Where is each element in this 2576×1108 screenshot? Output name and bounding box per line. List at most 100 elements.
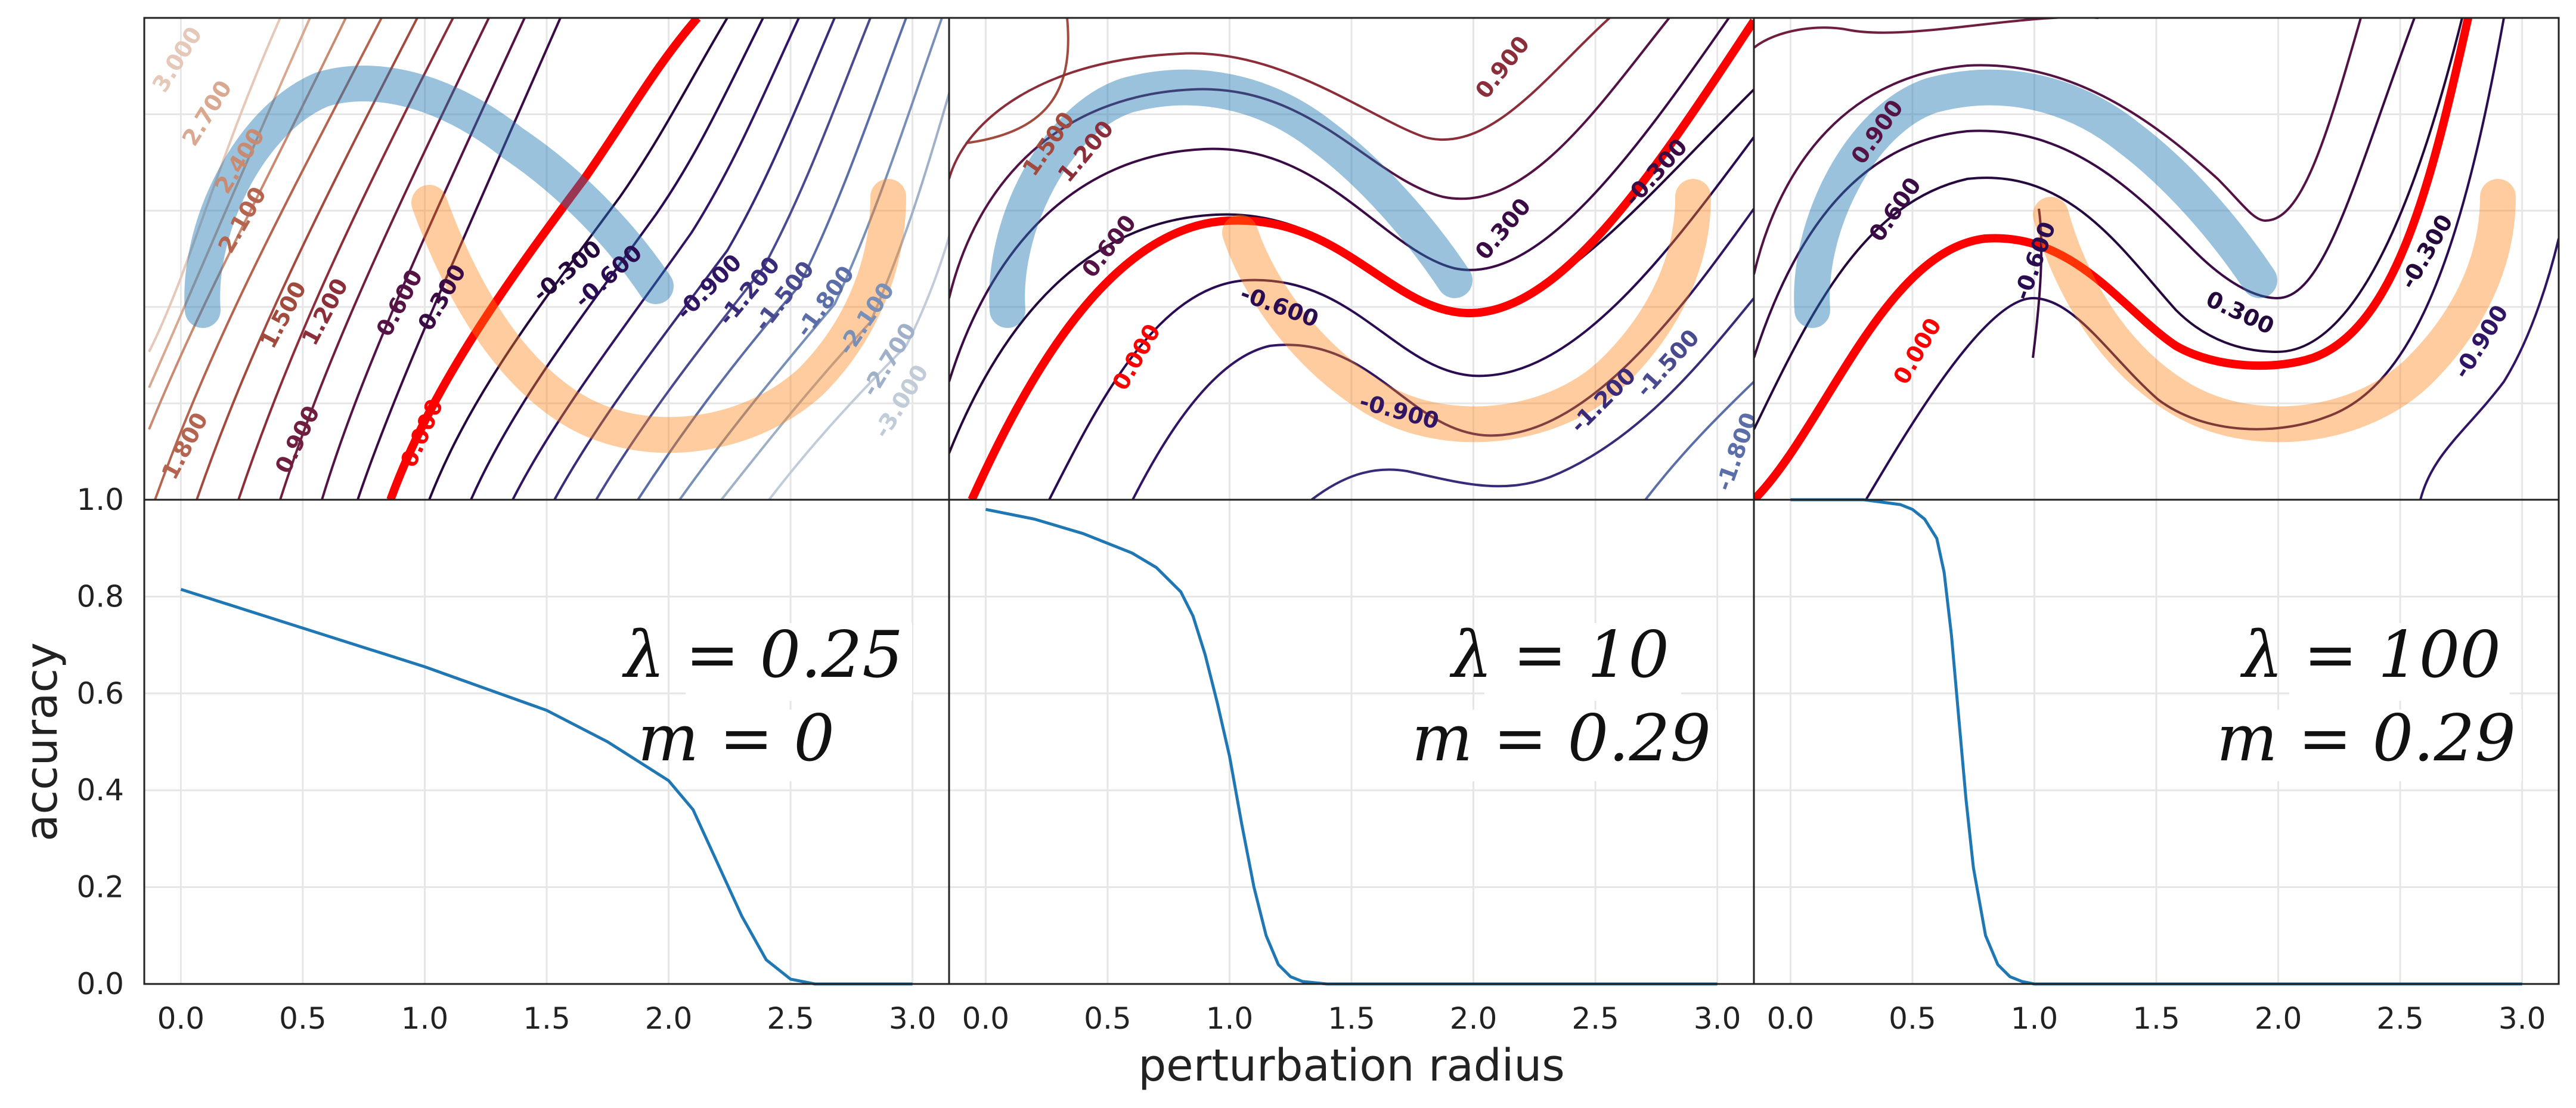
contour-line [1644, 380, 1754, 500]
contour-line [279, 18, 490, 500]
contour-line [768, 232, 949, 500]
x-tick-label: 0.0 [1767, 1001, 1815, 1036]
contour-lines [1754, 18, 2559, 500]
contour-panels: 3.000 2.700 2.400 2.100 1.800 1.500 1.20… [143, 17, 2560, 501]
class-blue-moon [184, 66, 674, 328]
accuracy-series [985, 507, 1718, 986]
x-axis-title: perturbation radius [1138, 1040, 1565, 1091]
x-tick-label: 0.0 [157, 1001, 205, 1036]
decision-boundary [968, 18, 1754, 500]
parameter-annotation: λ = 10 m = 0.29 [1412, 618, 1717, 781]
data-points [989, 69, 1711, 442]
contour-line [428, 18, 729, 500]
contour-line [321, 18, 526, 500]
contour-line [2419, 238, 2559, 500]
y-axis-ticks: 0.0 0.2 0.4 0.6 0.8 1.0 [76, 482, 124, 1001]
contour-lines [949, 18, 1754, 500]
accuracy-series [1790, 498, 2522, 986]
contour-line [512, 18, 800, 500]
accuracy-panels: λ = 0.25 m = 0 λ = 10 m = 0.29 λ = 100 [143, 498, 2560, 986]
x-tick-label: 3.0 [2498, 1001, 2546, 1036]
contour-line [2032, 208, 2043, 358]
class-orange-moon [411, 179, 906, 453]
contour-line [637, 18, 907, 500]
gridlines [949, 499, 1754, 985]
contour-line [965, 18, 1070, 144]
y-tick-label: 0.8 [76, 579, 124, 614]
x-tick-label: 2.0 [645, 1001, 693, 1036]
m-label: m = 0.29 [2217, 701, 2516, 776]
accuracy-line [1790, 498, 2522, 986]
x-tick-label: 2.0 [2255, 1001, 2302, 1036]
accuracy-panel-1: λ = 0.25 m = 0 [144, 499, 949, 986]
contour-line [154, 18, 383, 500]
decision-boundary [1754, 18, 2472, 500]
annotation-background [1484, 623, 1681, 701]
contour-line [148, 18, 281, 352]
accuracy-panel-2: λ = 10 m = 0.29 [949, 499, 1754, 986]
contour-line [148, 18, 311, 388]
annotation-background [2289, 623, 2510, 701]
contour-line [357, 18, 562, 500]
lambda-label: λ = 10 [1449, 618, 1669, 692]
contour-line [1754, 18, 2098, 49]
contour-line [1132, 208, 1754, 500]
x-tick-label: 1.0 [1206, 1001, 1254, 1036]
contour-line [678, 18, 943, 500]
contour-panel-2: 1.500 1.200 0.900 0.600 0.300 0.000 -0.3… [949, 18, 1754, 500]
contour-line [553, 18, 836, 500]
x-axis-ticks: 0.0 0.5 1.0 1.5 2.0 2.5 3.0 0.0 0.5 1.0 1.5 2.0 2.5 3… [157, 1001, 2546, 1036]
accuracy-panel-3: λ = 100 m = 0.29 [1754, 498, 2559, 986]
annotation-background [671, 710, 844, 781]
contour-line [949, 18, 1611, 179]
contour-line [595, 18, 872, 500]
parameter-annotation: λ = 100 m = 0.29 [2217, 618, 2522, 781]
contour-lines [148, 18, 949, 500]
x-tick-label: 3.0 [889, 1001, 937, 1036]
x-tick-label: 0.5 [1084, 1001, 1132, 1036]
decision-boundary [386, 18, 701, 500]
gridlines [144, 18, 949, 500]
x-tick-label: 0.5 [1889, 1001, 1936, 1036]
annotation-background [2277, 710, 2522, 781]
class-blue-moon [989, 69, 1473, 328]
y-tick-label: 0.0 [76, 967, 124, 1001]
contour-line [148, 18, 347, 430]
y-axis-title: accuracy [16, 642, 67, 841]
contour-line [949, 18, 1730, 382]
x-tick-label: 0.0 [962, 1001, 1010, 1036]
x-tick-label: 1.5 [523, 1001, 571, 1036]
lambda-label: λ = 0.25 [622, 618, 903, 692]
contour-line [237, 18, 454, 500]
x-tick-label: 2.5 [1571, 1001, 1619, 1036]
class-orange-moon [1222, 179, 1711, 442]
data-points [1794, 69, 2516, 442]
parameter-annotation: λ = 0.25 m = 0 [622, 618, 912, 781]
y-tick-label: 0.2 [76, 870, 124, 905]
x-tick-label: 2.5 [2376, 1001, 2424, 1036]
x-tick-label: 1.5 [1328, 1001, 1375, 1036]
contour-line [1865, 18, 2505, 500]
contour-panel-1: 3.000 2.700 2.400 2.100 1.800 1.500 1.20… [144, 18, 949, 500]
contour-line [949, 18, 1670, 299]
accuracy-line [985, 507, 1718, 986]
x-tick-label: 3.0 [1694, 1001, 1741, 1036]
contour-line [720, 89, 949, 500]
contour-panel-3: 0.900 0.600 0.300 0.000 -0.300 -0.600 -0… [1754, 18, 2559, 500]
x-tick-label: 1.5 [2132, 1001, 2180, 1036]
contour-line [470, 18, 764, 500]
x-tick-label: 2.5 [767, 1001, 814, 1036]
data-points [184, 66, 906, 453]
contour-line [1754, 18, 2362, 275]
x-tick-label: 0.5 [279, 1001, 327, 1036]
y-tick-label: 0.6 [76, 676, 124, 711]
lambda-label: λ = 100 [2240, 618, 2501, 692]
contour-line [1754, 18, 2463, 430]
contour-line [1310, 297, 1754, 500]
annotation-background [686, 623, 912, 701]
x-tick-label: 1.0 [401, 1001, 449, 1036]
x-tick-label: 2.0 [1450, 1001, 1498, 1036]
panel-frame [1753, 499, 2560, 985]
m-label: m = 0 [638, 701, 835, 776]
